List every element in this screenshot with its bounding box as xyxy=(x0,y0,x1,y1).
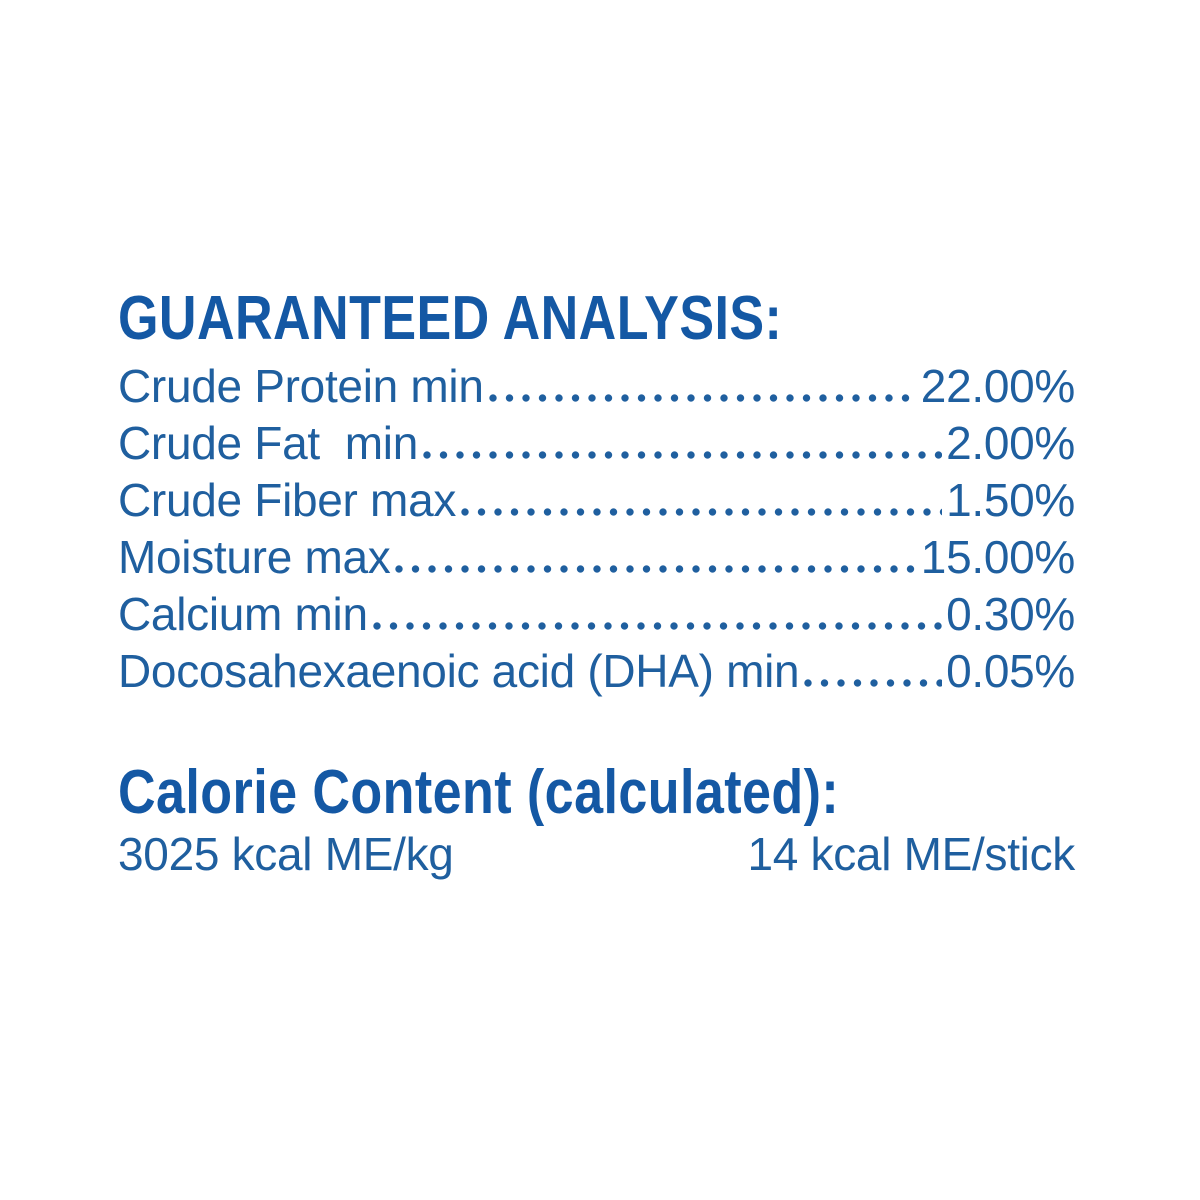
calorie-content-heading: Calorie Content (calculated): xyxy=(118,758,840,827)
analysis-row: Calcium min 0.30% xyxy=(118,586,1075,643)
nutrient-name: Crude Protein min xyxy=(118,360,484,412)
nutrient-value: 0.30% xyxy=(946,588,1075,640)
nutrient-name: Moisture max xyxy=(118,531,391,583)
nutrient-value: 2.00% xyxy=(946,417,1075,469)
nutrient-value: 1.50% xyxy=(946,474,1075,526)
dot-leader xyxy=(423,451,943,459)
nutrient-value: 0.05% xyxy=(946,645,1075,697)
analysis-row: Crude Fiber max 1.50% xyxy=(118,472,1075,529)
calorie-per-kg: 3025 kcal ME/kg xyxy=(118,828,454,880)
dot-leader xyxy=(395,565,917,573)
analysis-row: Crude Fat min 2.00% xyxy=(118,415,1075,472)
nutrient-value: 22.00% xyxy=(920,360,1076,412)
nutrient-name: Docosahexaenoic acid (DHA) min xyxy=(118,645,800,697)
nutrition-facts-panel: GUARANTEED ANALYSIS: Crude Protein min 2… xyxy=(118,288,1075,883)
guaranteed-analysis-heading: GUARANTEED ANALYSIS: xyxy=(118,284,783,353)
calorie-per-stick: 14 kcal ME/stick xyxy=(747,828,1075,880)
dot-leader xyxy=(461,508,943,516)
dot-leader xyxy=(804,679,943,687)
nutrient-name: Crude Fat min xyxy=(118,417,419,469)
nutrient-name: Crude Fiber max xyxy=(118,474,457,526)
nutrient-name: Calcium min xyxy=(118,588,368,640)
guaranteed-analysis-list: Crude Protein min 22.00% Crude Fat min 2… xyxy=(118,358,1075,700)
calorie-content-row: 3025 kcal ME/kg 14 kcal ME/stick xyxy=(118,826,1075,883)
dot-leader xyxy=(488,394,917,402)
nutrient-value: 15.00% xyxy=(920,531,1076,583)
dot-leader xyxy=(372,622,943,630)
analysis-row: Moisture max 15.00% xyxy=(118,529,1075,586)
analysis-row: Docosahexaenoic acid (DHA) min 0.05% xyxy=(118,643,1075,700)
analysis-row: Crude Protein min 22.00% xyxy=(118,358,1075,415)
